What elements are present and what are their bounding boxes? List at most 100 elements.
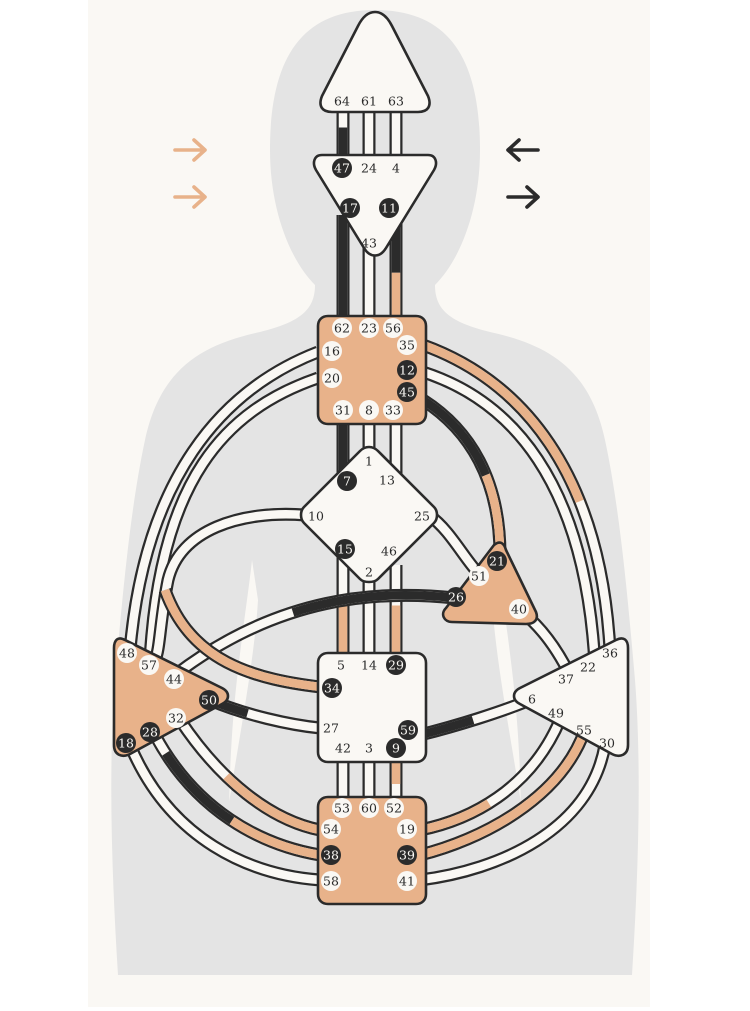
gate-28: 28: [140, 722, 160, 742]
channel-10-57: [148, 507, 306, 663]
gate-label: 46: [381, 544, 397, 559]
gate-label: 24: [361, 161, 377, 176]
gate-21: 21: [487, 551, 507, 571]
gate-label: 54: [323, 822, 339, 837]
gate-43: 43: [361, 236, 377, 251]
channel-55-39: [418, 727, 592, 862]
gate-57: 57: [139, 655, 159, 675]
channel-49-19: [418, 717, 566, 837]
gate-label: 45: [399, 385, 415, 400]
gate-39: 39: [397, 845, 417, 865]
gate-label: 16: [324, 344, 340, 359]
gate-14: 14: [361, 658, 377, 673]
arrow-left-bottom-icon: [173, 185, 207, 209]
channel-28-38: [149, 731, 322, 862]
arrow-right-top-icon: [506, 138, 540, 162]
gate-61: 61: [361, 94, 377, 109]
gate-33: 33: [383, 400, 403, 420]
center-head: 64 61 63: [319, 10, 431, 114]
gate-10: 10: [308, 509, 324, 524]
gate-30: 30: [599, 736, 615, 751]
channel-26-44: [171, 588, 456, 681]
gate-15: 15: [335, 539, 355, 559]
gate-55: 55: [576, 723, 592, 738]
gate-17: 17: [340, 198, 360, 218]
gate-label: 8: [365, 403, 373, 418]
gate-label: 14: [361, 658, 377, 673]
gate-label: 1: [365, 454, 373, 469]
gate-label: 41: [399, 874, 415, 889]
channel-45-21: [419, 394, 507, 556]
center-root: 53 60 52 54 19 38 39 58 41: [316, 795, 428, 906]
gate-20: 20: [322, 368, 342, 388]
gate-19: 19: [397, 819, 417, 839]
gate-41: 41: [397, 871, 417, 891]
channel-59-6: [418, 695, 528, 742]
channel-34-57: [158, 587, 331, 695]
gate-3: 3: [365, 741, 373, 756]
gate-56: 56: [383, 318, 403, 338]
gate-label: 34: [324, 681, 340, 696]
gate-48: 48: [117, 643, 137, 663]
gate-label: 3: [365, 741, 373, 756]
gate-47: 47: [332, 158, 352, 178]
gate-36: 36: [602, 646, 618, 661]
gate-label: 59: [400, 723, 416, 738]
gate-label: 5: [337, 658, 345, 673]
gate-16: 16: [322, 341, 342, 361]
gate-label: 21: [489, 554, 505, 569]
gate-label: 10: [308, 509, 324, 524]
gate-label: 11: [381, 201, 397, 216]
gate-label: 58: [323, 874, 339, 889]
gate-5: 5: [337, 658, 345, 673]
gate-63: 63: [388, 94, 404, 109]
gate-label: 2: [365, 565, 373, 580]
gate-label: 6: [528, 692, 536, 707]
channel-32-54: [174, 716, 322, 837]
gate-label: 23: [361, 321, 377, 336]
gate-label: 49: [548, 706, 564, 721]
gate-40: 40: [509, 599, 529, 619]
gate-29: 29: [386, 655, 406, 675]
gate-46: 46: [381, 544, 397, 559]
center-spleen: 48 57 44 50 32 28 18: [112, 637, 230, 757]
gate-label: 57: [141, 658, 157, 673]
gate-label: 37: [558, 672, 574, 687]
gate-label: 50: [201, 693, 217, 708]
gate-label: 60: [361, 801, 377, 816]
gate-32: 32: [166, 708, 186, 728]
gate-6: 6: [528, 692, 536, 707]
gate-label: 26: [448, 590, 464, 605]
gate-label: 47: [334, 161, 350, 176]
gate-60: 60: [359, 798, 379, 818]
gate-label: 7: [343, 474, 351, 489]
gate-7: 7: [337, 471, 357, 491]
gate-label: 19: [399, 822, 415, 837]
channel-16-48: [123, 345, 321, 651]
gate-label: 29: [388, 658, 404, 673]
gate-label: 12: [399, 363, 415, 378]
gate-9: 9: [386, 738, 406, 758]
gate-label: 30: [599, 736, 615, 751]
gate-label: 32: [168, 711, 184, 726]
gate-label: 17: [342, 201, 358, 216]
channel-12-22: [421, 365, 602, 666]
gate-52: 52: [384, 798, 404, 818]
gate-35: 35: [397, 335, 417, 355]
gate-58: 58: [321, 871, 341, 891]
gate-label: 51: [471, 569, 487, 584]
gate-24: 24: [361, 161, 377, 176]
gate-53: 53: [332, 798, 352, 818]
center-ajna: 47 24 4 17 11 43: [312, 153, 438, 257]
gate-label: 62: [334, 321, 350, 336]
gate-label: 61: [361, 94, 377, 109]
gate-label: 42: [335, 741, 351, 756]
gate-label: 31: [335, 403, 351, 418]
gate-13: 13: [379, 473, 395, 488]
gate-4: 4: [392, 161, 400, 176]
gate-label: 39: [399, 848, 415, 863]
gate-23: 23: [359, 318, 379, 338]
gate-50: 50: [199, 690, 219, 710]
